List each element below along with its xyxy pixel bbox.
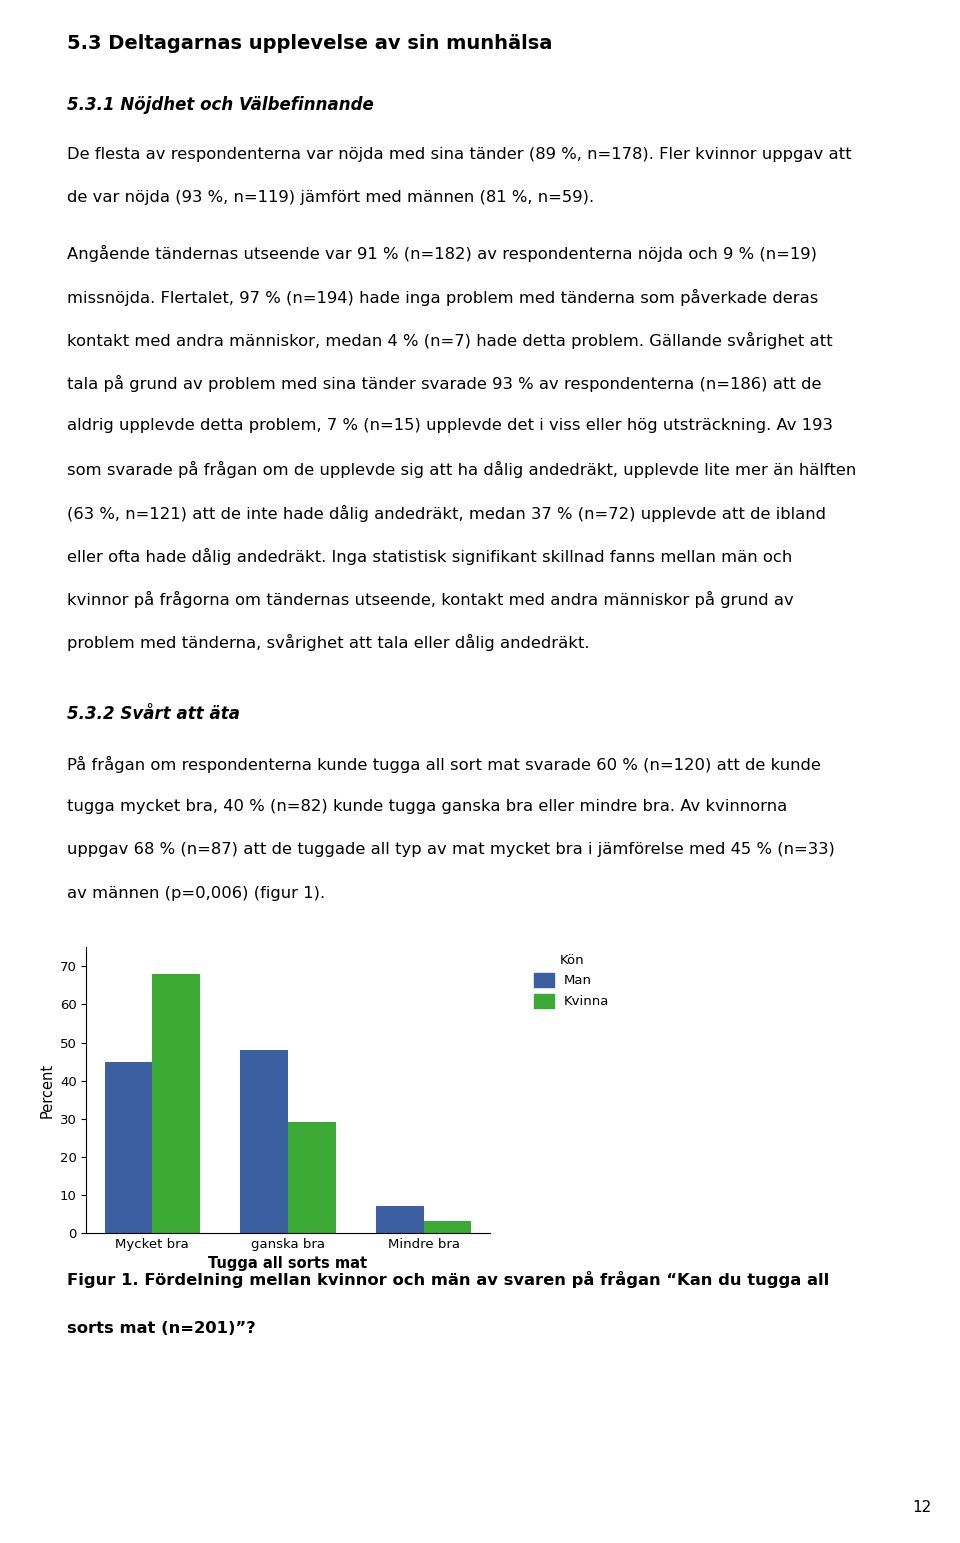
Bar [288, 1122, 335, 1233]
Legend: Man, Kvinna: Man, Kvinna [528, 949, 614, 1014]
Bar [423, 1222, 471, 1233]
Text: Figur 1. Fördelning mellan kvinnor och män av svaren på frågan “Kan du tugga all: Figur 1. Fördelning mellan kvinnor och m… [67, 1271, 829, 1288]
Text: kvinnor på frågorna om tändernas utseende, kontakt med andra människor på grund : kvinnor på frågorna om tändernas utseend… [67, 591, 794, 608]
Text: av männen (p=0,006) (figur 1).: av männen (p=0,006) (figur 1). [67, 886, 325, 901]
Text: De flesta av respondenterna var nöjda med sina tänder (89 %, n=178). Fler kvinno: De flesta av respondenterna var nöjda me… [67, 147, 852, 162]
Text: kontakt med andra människor, medan 4 % (n=7) hade detta problem. Gällande svårig: kontakt med andra människor, medan 4 % (… [67, 332, 833, 349]
Bar [105, 1062, 153, 1233]
Text: tala på grund av problem med sina tänder svarade 93 % av respondenterna (n=186) : tala på grund av problem med sina tänder… [67, 375, 822, 392]
Text: Angående tändernas utseende var 91 % (n=182) av respondenterna nöjda och 9 % (n=: Angående tändernas utseende var 91 % (n=… [67, 245, 817, 262]
Text: (63 %, n=121) att de inte hade dålig andedräkt, medan 37 % (n=72) upplevde att d: (63 %, n=121) att de inte hade dålig and… [67, 505, 827, 522]
Y-axis label: Percent: Percent [39, 1063, 55, 1117]
Text: På frågan om respondenterna kunde tugga all sort mat svarade 60 % (n=120) att de: På frågan om respondenterna kunde tugga … [67, 756, 821, 773]
Text: aldrig upplevde detta problem, 7 % (n=15) upplevde det i viss eller hög utsträck: aldrig upplevde detta problem, 7 % (n=15… [67, 418, 833, 434]
Text: 12: 12 [912, 1500, 931, 1515]
Text: 5.3.1 Nöjdhet och Välbefinnande: 5.3.1 Nöjdhet och Välbefinnande [67, 96, 374, 114]
Bar [241, 1051, 288, 1233]
Text: problem med tänderna, svårighet att tala eller dålig andedräkt.: problem med tänderna, svårighet att tala… [67, 634, 589, 651]
Text: 5.3 Deltagarnas upplevelse av sin munhälsa: 5.3 Deltagarnas upplevelse av sin munhäl… [67, 34, 553, 52]
Text: de var nöjda (93 %, n=119) jämfört med männen (81 %, n=59).: de var nöjda (93 %, n=119) jämfört med m… [67, 190, 594, 205]
Text: som svarade på frågan om de upplevde sig att ha dålig andedräkt, upplevde lite m: som svarade på frågan om de upplevde sig… [67, 461, 856, 478]
Bar [376, 1207, 423, 1233]
Text: tugga mycket bra, 40 % (n=82) kunde tugga ganska bra eller mindre bra. Av kvinno: tugga mycket bra, 40 % (n=82) kunde tugg… [67, 799, 787, 815]
Text: missnöjda. Flertalet, 97 % (n=194) hade inga problem med tänderna som påverkade : missnöjda. Flertalet, 97 % (n=194) hade … [67, 289, 819, 306]
Bar [153, 974, 200, 1233]
X-axis label: Tugga all sorts mat: Tugga all sorts mat [208, 1256, 368, 1271]
Text: uppgav 68 % (n=87) att de tuggade all typ av mat mycket bra i jämförelse med 45 : uppgav 68 % (n=87) att de tuggade all ty… [67, 842, 835, 858]
Text: sorts mat (n=201)”?: sorts mat (n=201)”? [67, 1321, 256, 1336]
Text: 5.3.2 Svårt att äta: 5.3.2 Svårt att äta [67, 705, 240, 724]
Text: eller ofta hade dålig andedräkt. Inga statistisk signifikant skillnad fanns mell: eller ofta hade dålig andedräkt. Inga st… [67, 548, 792, 565]
